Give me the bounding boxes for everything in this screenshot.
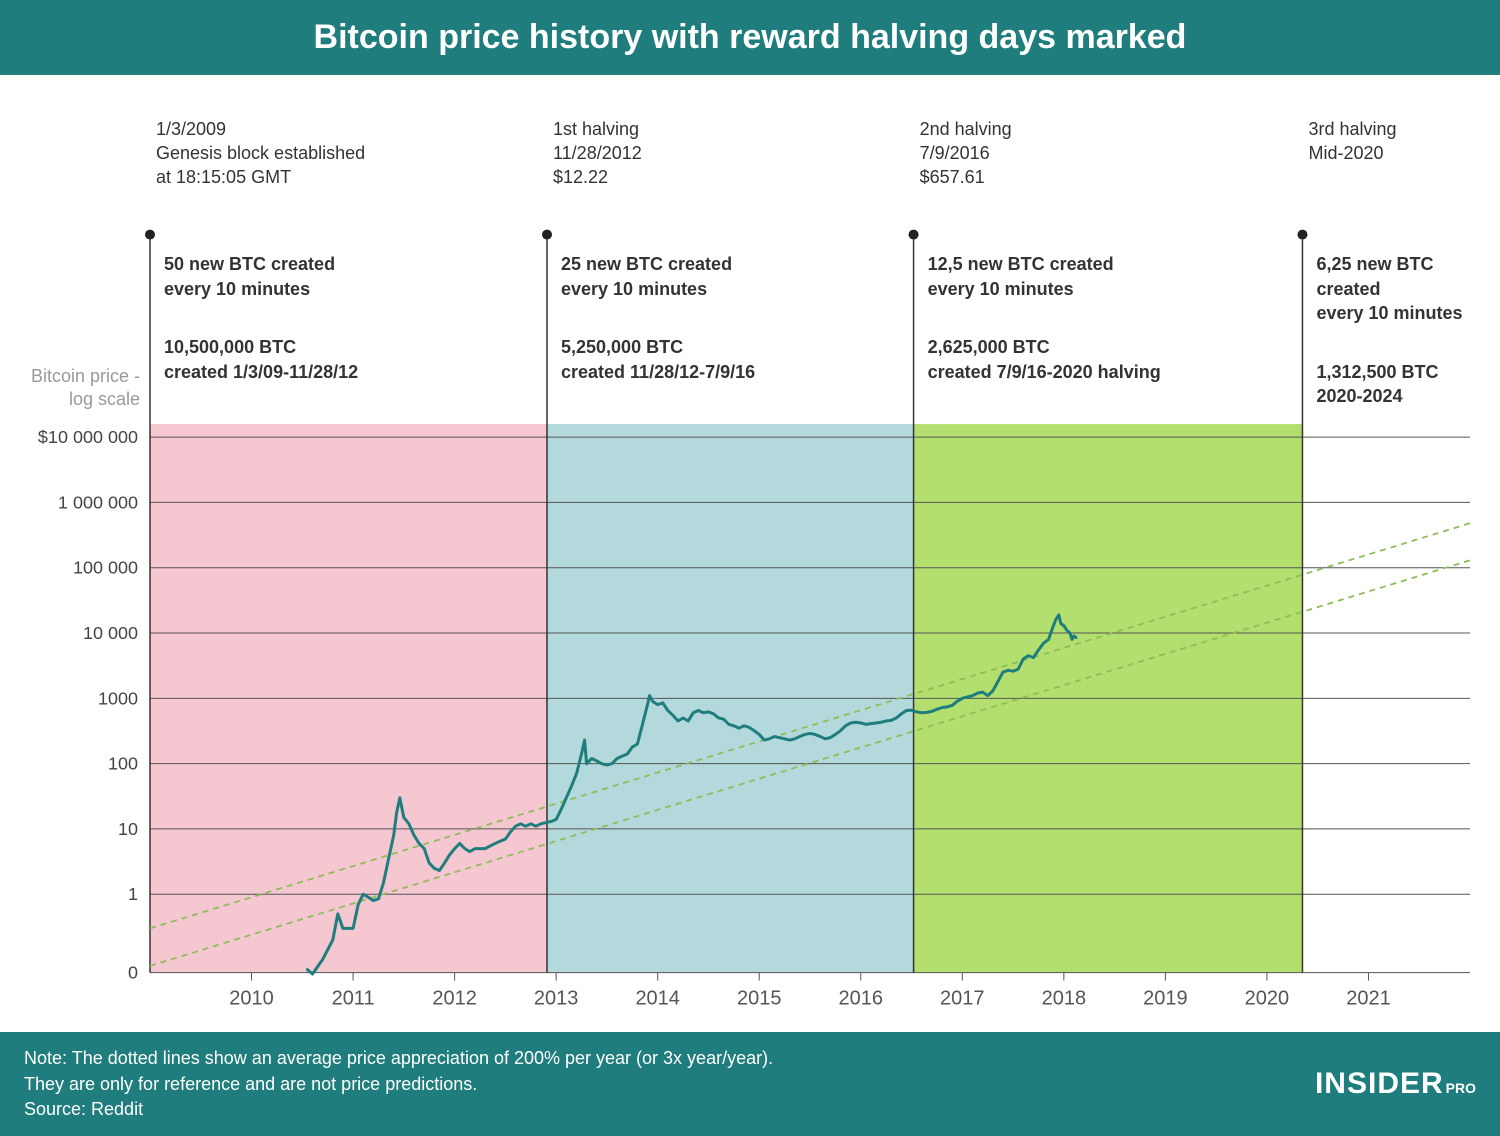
y-axis-title-line1: Bitcoin price - <box>31 366 140 386</box>
y-tick-label: 1 <box>128 884 138 904</box>
era-annotation-heavy: 50 new BTC createdevery 10 minutes10,500… <box>164 252 358 383</box>
era-annotation-heavy: 25 new BTC createdevery 10 minutes5,250,… <box>561 252 755 383</box>
x-tick-label: 2014 <box>635 988 679 1010</box>
era-marker-dot <box>1297 230 1307 240</box>
footer-source: Source: Reddit <box>24 1097 773 1122</box>
y-tick-label: 100 000 <box>73 558 138 578</box>
brand-suffix: PRO <box>1446 1079 1476 1099</box>
brand-logo: INSIDERPRO <box>1315 1063 1476 1105</box>
era-marker-dot <box>542 230 552 240</box>
era-annotation-light: 1/3/2009Genesis block establishedat 18:1… <box>156 117 365 190</box>
x-tick-label: 2012 <box>432 988 476 1010</box>
chart-container: Bitcoin price history with reward halvin… <box>0 0 1500 1136</box>
era-annotation-heavy: 12,5 new BTC createdevery 10 minutes2,62… <box>928 252 1161 383</box>
era-annotation-light: 2nd halving7/9/2016$657.61 <box>920 117 1012 190</box>
y-tick-label: $10 000 000 <box>38 427 138 447</box>
era-annotation-light: 1st halving11/28/2012$12.22 <box>553 117 642 190</box>
y-tick-label: 100 <box>108 754 138 774</box>
y-tick-label: 10 <box>118 819 138 839</box>
chart-svg: 0 1 10 100 1000 10 000 100 000 1 000 000 $10 000… <box>0 75 1500 1032</box>
x-tick-label: 2015 <box>737 988 781 1010</box>
era-marker-dot <box>909 230 919 240</box>
x-tick-label: 2016 <box>839 988 883 1010</box>
y-axis-title-line2: log scale <box>69 389 140 409</box>
x-tick-label: 2011 <box>332 988 375 1010</box>
y-tick-label: 0 <box>128 963 138 983</box>
x-tick-label: 2021 <box>1346 988 1390 1010</box>
footer-note-line2: They are only for reference and are not … <box>24 1072 773 1097</box>
footer: Note: The dotted lines show an average p… <box>0 1032 1500 1136</box>
y-axis-title: Bitcoin price - log scale <box>0 365 140 410</box>
x-tick-label: 2010 <box>229 988 273 1010</box>
brand-main: INSIDER <box>1315 1063 1444 1105</box>
x-tick-label: 2013 <box>534 988 578 1010</box>
footer-note: Note: The dotted lines show an average p… <box>24 1046 773 1122</box>
y-tick-label: 1 000 000 <box>58 492 138 512</box>
x-tick-label: 2017 <box>940 988 984 1010</box>
x-tick-label: 2019 <box>1143 988 1187 1010</box>
footer-note-line1: Note: The dotted lines show an average p… <box>24 1046 773 1071</box>
x-tick-label: 2018 <box>1042 988 1086 1010</box>
era-annotation-heavy: 6,25 new BTCcreatedevery 10 minutes1,312… <box>1316 252 1462 408</box>
era-annotation-light: 3rd halvingMid-2020 <box>1308 117 1396 166</box>
y-tick-label: 1000 <box>98 688 138 708</box>
x-tick-label: 2020 <box>1245 988 1289 1010</box>
chart-title: Bitcoin price history with reward halvin… <box>0 0 1500 75</box>
chart-area: 0 1 10 100 1000 10 000 100 000 1 000 000 $10 000… <box>0 75 1500 1032</box>
era-marker-dot <box>145 230 155 240</box>
y-tick-label: 10 000 <box>83 623 138 643</box>
